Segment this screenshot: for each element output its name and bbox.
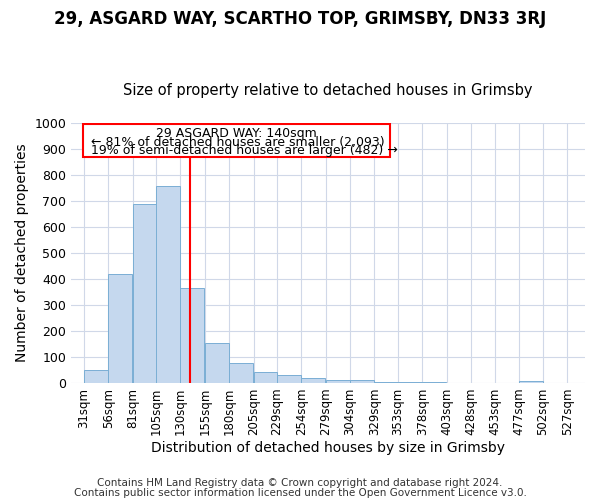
Text: Contains public sector information licensed under the Open Government Licence v3: Contains public sector information licen… (74, 488, 526, 498)
Bar (422, 382, 446, 383)
X-axis label: Distribution of detached houses by size in Grimsby: Distribution of detached houses by size … (151, 441, 505, 455)
Bar (205, 343, 229, 383)
FancyBboxPatch shape (83, 124, 390, 157)
Bar (109, 274, 132, 383)
Bar (326, 380, 350, 383)
Bar (181, 288, 205, 383)
Bar (398, 382, 422, 383)
Title: Size of property relative to detached houses in Grimsby: Size of property relative to detached ho… (124, 83, 533, 98)
Bar (229, 364, 253, 383)
Bar (133, 204, 157, 383)
Text: ← 81% of detached houses are smaller (2,093): ← 81% of detached houses are smaller (2,… (91, 136, 385, 149)
Bar (277, 374, 301, 383)
Text: Contains HM Land Registry data © Crown copyright and database right 2024.: Contains HM Land Registry data © Crown c… (97, 478, 503, 488)
Y-axis label: Number of detached properties: Number of detached properties (15, 144, 29, 362)
Bar (519, 381, 542, 383)
Text: 29, ASGARD WAY, SCARTHO TOP, GRIMSBY, DN33 3RJ: 29, ASGARD WAY, SCARTHO TOP, GRIMSBY, DN… (54, 10, 546, 28)
Bar (156, 186, 180, 383)
Bar (254, 372, 277, 383)
Bar (350, 380, 374, 383)
Bar (374, 382, 398, 383)
Bar (301, 378, 325, 383)
Bar (84, 370, 108, 383)
Text: 19% of semi-detached houses are larger (482) →: 19% of semi-detached houses are larger (… (91, 144, 398, 158)
Text: 29 ASGARD WAY: 140sqm: 29 ASGARD WAY: 140sqm (156, 127, 317, 140)
